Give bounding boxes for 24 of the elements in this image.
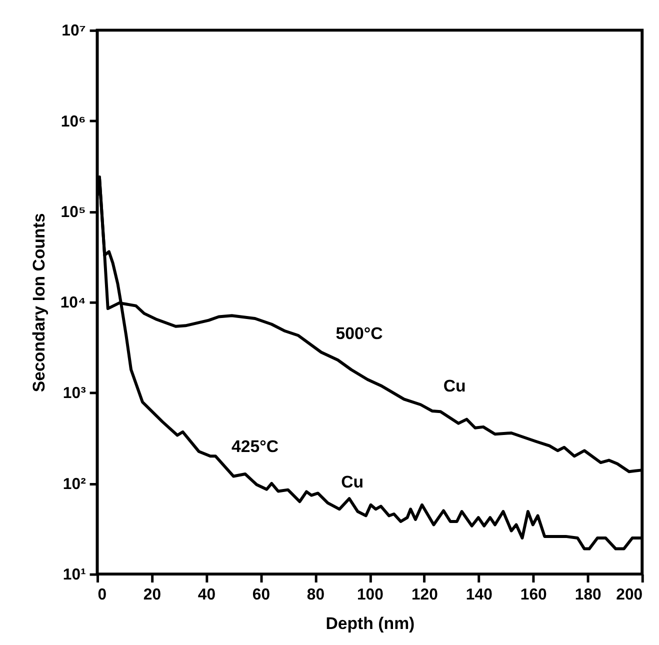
x-tick-label: 40	[198, 586, 216, 604]
annotation: Cu	[341, 472, 364, 492]
x-tick-label: 60	[252, 586, 270, 604]
x-tick-label: 160	[520, 586, 548, 604]
x-axis-title: Depth (nm)	[326, 614, 415, 634]
x-tick-label: 20	[143, 586, 162, 604]
x-tick-label: 80	[306, 586, 325, 604]
y-tick-label: 10³	[62, 385, 86, 402]
x-tick-label: 120	[411, 586, 438, 604]
y-tick-label: 10²	[62, 476, 86, 493]
y-tick-label: 10⁴	[60, 294, 86, 312]
x-tick-label: 140	[466, 586, 493, 604]
x-tick-label: 180	[574, 586, 602, 604]
y-tick-label: 10⁷	[62, 22, 86, 40]
annotation: 425°C	[232, 436, 279, 456]
annotation: 500°C	[336, 324, 383, 343]
y-tick-label: 10⁶	[60, 113, 86, 130]
x-tick-label: 0	[98, 586, 107, 604]
annotation: Cu	[443, 376, 466, 396]
x-tick-label: 100	[356, 586, 384, 604]
y-tick-label: 10⁵	[60, 204, 86, 221]
y-tick-label: 10¹	[62, 566, 86, 584]
y-axis-title: Secondary Ion Counts	[29, 213, 48, 392]
x-tick-label: 200	[616, 586, 643, 604]
